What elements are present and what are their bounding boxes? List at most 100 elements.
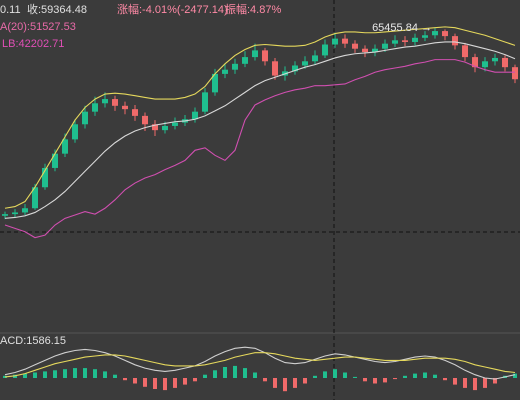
indicator-line [4,26,516,209]
macd-bar [243,368,247,378]
macd-title: ACD:1586.15 [0,335,66,347]
candle-body [462,45,468,58]
candle-body [132,109,138,116]
macd-bar [513,373,517,378]
macd-bar [403,375,407,378]
candle-body [32,187,38,209]
candle-body [162,125,168,131]
candle-body [432,31,438,36]
candle-body [422,35,428,38]
macd-bar [373,378,377,384]
candle-body [452,36,458,46]
indicator-line [4,41,516,219]
macd-bar [133,378,137,384]
macd-bar [493,378,497,384]
macd-bar [263,378,267,382]
candle-body [122,105,128,110]
info-text: 收:59364.48 [27,2,87,16]
macd-bar [113,374,117,378]
candle-body [82,111,88,125]
candle-body [292,65,298,72]
macd-bar [383,378,387,383]
candle-body [102,99,108,104]
candle-body [92,103,98,112]
candle-body [222,69,228,74]
candle-body [72,124,78,140]
candle-body [212,73,218,93]
candle-body [62,139,68,154]
info-text: 振幅:4.87% [225,2,281,16]
candle-body [442,31,448,37]
info-text: 涨幅:-4.01%(-2477.14) [117,3,228,16]
macd-bar [303,378,307,384]
macd-bar [333,369,337,378]
macd-bar [163,378,167,391]
candle-body [22,208,28,213]
candle-body [472,57,478,68]
indicator-line [4,352,516,378]
candle-body [322,44,328,56]
macd-bar [393,378,397,380]
info-text: A(20):51527.53 [0,21,76,33]
macd-bar [33,372,37,378]
candle-body [312,55,318,62]
macd-bar [53,370,57,378]
candle-body [332,38,338,45]
macd-bar [453,378,457,385]
macd-bar [103,371,107,378]
macd-bar [213,370,217,378]
candle-body [262,50,268,62]
macd-bar [233,365,237,378]
candle-body [52,153,58,168]
candle-body [142,115,148,125]
indicator-line [4,346,516,380]
macd-bar [173,378,177,388]
candle-body [202,92,208,112]
macd-bar [143,378,147,387]
indicator-line [4,59,515,239]
candle-body [242,57,248,64]
price-panel [2,26,518,239]
macd-bar [183,378,187,385]
candle-body [172,122,178,126]
candle-body [252,50,258,58]
candle-body [302,61,308,66]
candle-body [152,124,158,131]
macd-bar [463,378,467,388]
macd-bar [363,378,367,382]
macd-bar [433,374,437,378]
macd-bar [223,367,227,378]
macd-bar [43,371,47,378]
candle-body [502,57,508,68]
macd-bar [273,378,277,388]
candle-body [392,40,398,44]
macd-bar [73,368,77,378]
macd-bar [423,372,427,378]
macd-bar [353,376,357,378]
macd-bar [93,369,97,378]
candle-body [482,61,488,68]
candle-body [232,63,238,70]
candle-body [42,167,48,188]
candle-body [112,99,118,106]
macd-bar [293,378,297,388]
candle-body [342,38,348,44]
info-text: 0.11 [0,4,21,16]
candle-body [372,48,378,53]
candle-body [12,212,18,215]
macd-bar [413,373,417,378]
candle-body [362,48,368,53]
macd-bar [443,378,447,381]
macd-bar [313,375,317,378]
candle-body [352,43,358,49]
macd-bar [203,374,207,378]
macd-bar [483,378,487,388]
candle-body [512,67,518,80]
macd-bar [343,372,347,378]
info-text: LB:42202.71 [2,38,64,50]
candle-body [492,57,498,62]
candle-body [2,214,8,216]
candle-body [192,111,198,120]
candle-body [382,43,388,49]
